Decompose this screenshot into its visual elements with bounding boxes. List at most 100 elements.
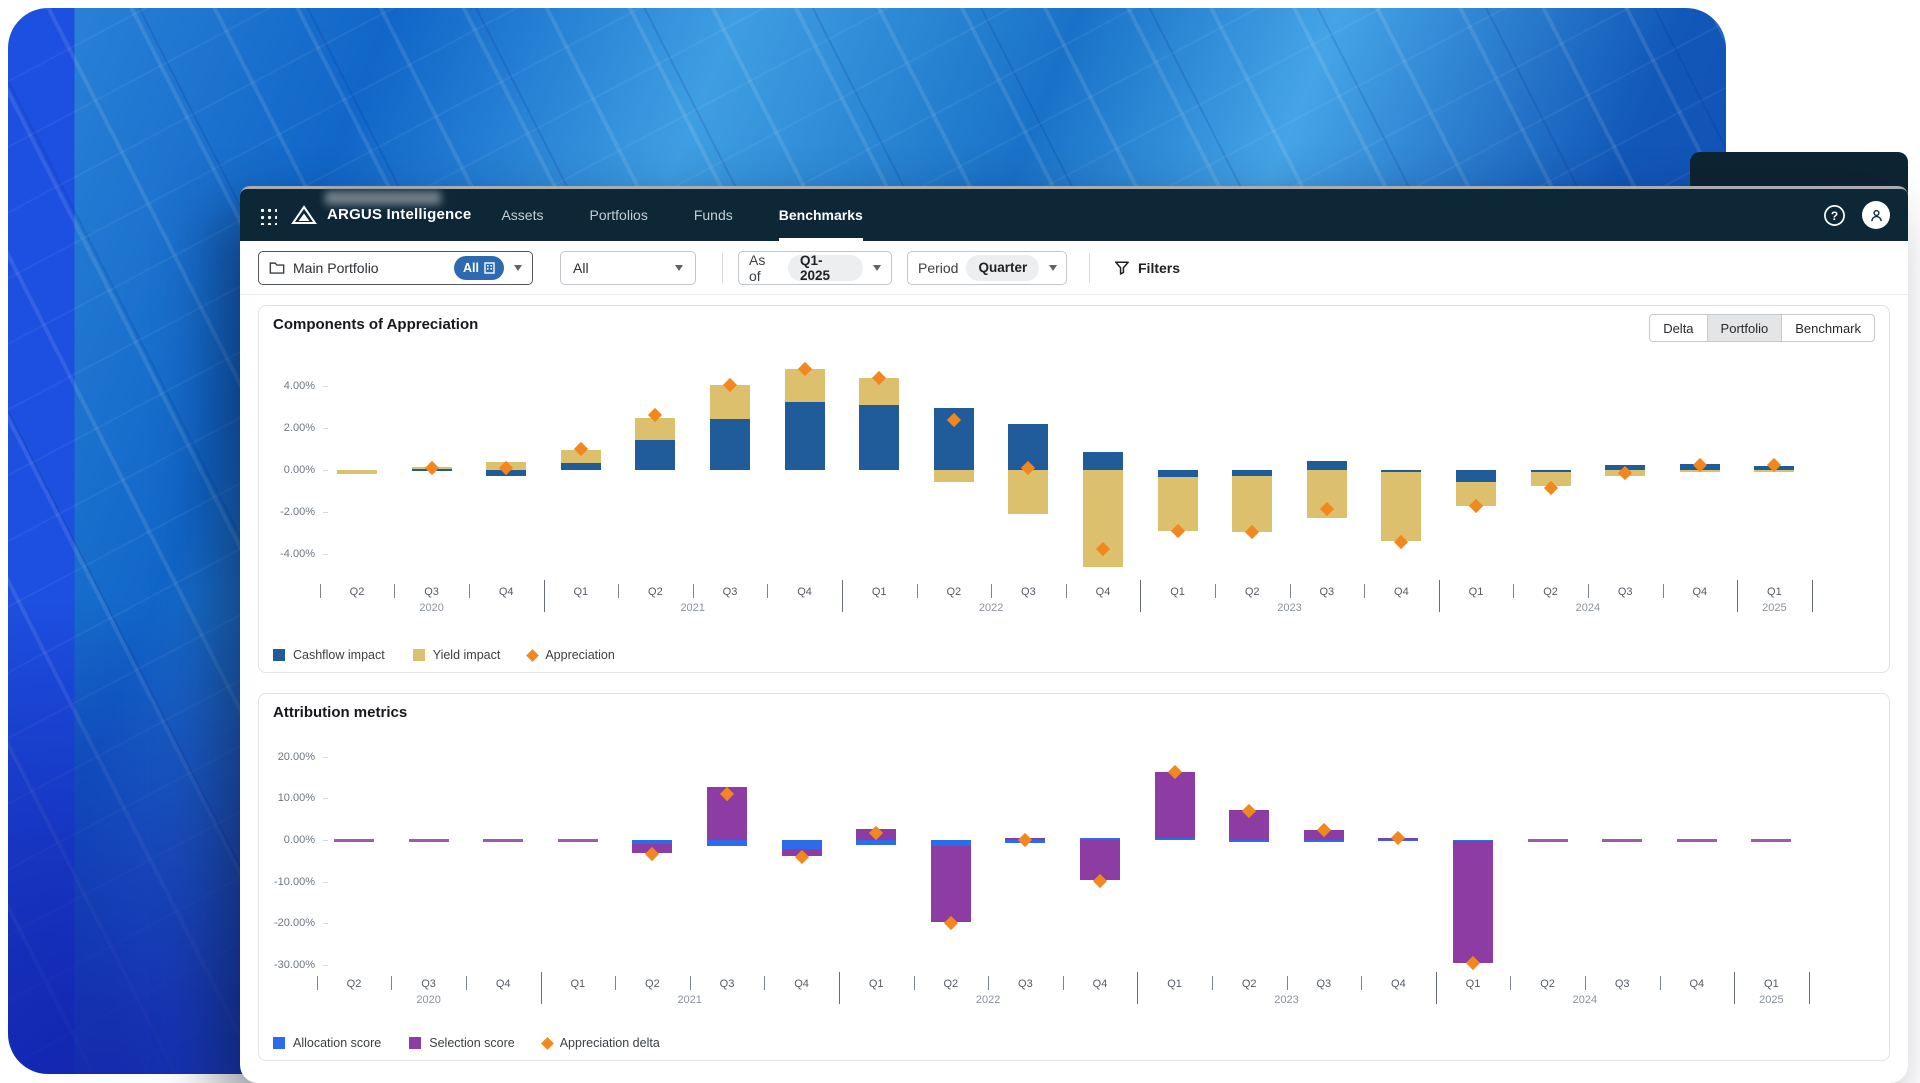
x-axis-quarter-label: Q2 (349, 586, 365, 598)
y-axis-label: -30.00% (274, 959, 315, 972)
x-axis-quarter-label: Q1 (1167, 978, 1182, 990)
axis-tick (1211, 976, 1213, 990)
axis-tick (1062, 976, 1064, 990)
bar-segment (710, 418, 750, 470)
axis-tick (1510, 976, 1512, 990)
x-axis-quarter-label: Q2 (1244, 586, 1260, 598)
axis-tick (1364, 584, 1366, 598)
y-axis-label: -2.00% (280, 506, 315, 518)
axis-tick (316, 976, 318, 990)
axis-tick (394, 584, 396, 598)
year-separator-tick (841, 580, 843, 612)
bar-segment (1453, 841, 1493, 963)
bar-segment (1381, 470, 1422, 473)
view-toggle: Delta Portfolio Benchmark (1649, 314, 1875, 342)
appreciation-marker (1391, 831, 1406, 846)
axis-tick (1662, 584, 1664, 598)
axis-tick (1513, 584, 1515, 598)
toggle-portfolio[interactable]: Portfolio (1706, 314, 1783, 342)
year-separator-tick (1808, 972, 1810, 1004)
x-axis-quarter-label: Q2 (1241, 978, 1257, 990)
tab-assets[interactable]: Assets (501, 207, 544, 223)
period-label: Period (918, 259, 959, 276)
y-axis-label: 0.00% (283, 464, 315, 476)
chevron-down-icon (675, 264, 683, 271)
bar-segment (856, 840, 897, 846)
y-axis-label: 10.00% (277, 792, 315, 805)
legend-label: Selection score (429, 1036, 515, 1050)
tab-benchmarks[interactable]: Benchmarks (778, 189, 863, 241)
legend-item: Yield impact (412, 648, 500, 662)
axis-tick (1289, 584, 1291, 598)
toggle-benchmark[interactable]: Benchmark (1781, 314, 1875, 342)
period-value: Quarter (966, 254, 1040, 281)
gridline (323, 386, 1873, 387)
legend-item: Selection score (409, 1036, 515, 1050)
square-swatch (273, 649, 285, 661)
help-icon[interactable]: ? (1823, 204, 1846, 227)
x-axis-year-label: 2020 (416, 994, 441, 1006)
redacted-text-blur (325, 191, 441, 205)
tab-portfolios[interactable]: Portfolios (589, 207, 648, 223)
appreciation-marker (424, 460, 439, 475)
bar-zero-line (1676, 839, 1717, 842)
brand: ARGUS Intelligence (325, 191, 472, 224)
chart-legend: Allocation score Selection score Appreciat… (273, 1036, 660, 1050)
y-axis-label: -20.00% (274, 917, 315, 930)
legend-label: Allocation score (293, 1036, 382, 1050)
navbar-right: ? (1823, 201, 1890, 229)
x-axis-year-label: 2025 (1759, 994, 1784, 1006)
attribution-metrics-card: Attribution metrics 20.00% 10.00% 0.00% -10… (258, 693, 1890, 1061)
bar-segment (635, 417, 676, 440)
filters-button[interactable]: Filters (1114, 260, 1180, 276)
x-axis-quarter-label: Q4 (495, 978, 511, 990)
axis-tick (1214, 584, 1216, 598)
x-axis-quarter-label: Q2 (943, 978, 959, 990)
legend-item: Appreciation (526, 648, 615, 662)
bar-segment (930, 846, 971, 923)
bar-segment (859, 404, 900, 470)
x-axis-quarter-label: Q1 (1465, 978, 1481, 990)
building-icon (484, 261, 495, 274)
bar-segment (1080, 840, 1120, 881)
x-axis-quarter-label: Q3 (1614, 978, 1630, 990)
axis-tick (1065, 584, 1067, 598)
bar-segment (635, 439, 676, 470)
legend-item: Allocation score (273, 1036, 381, 1050)
legend-label: Appreciation delta (559, 1036, 660, 1050)
axis-tick (916, 584, 918, 598)
axis-tick (615, 976, 617, 990)
avatar[interactable] (1862, 201, 1890, 229)
as-of-selector[interactable]: As of Q1-2025 (738, 250, 892, 285)
app-window: ARGUS Intelligence Assets Portfolios Funds… (240, 186, 1908, 1083)
bar-segment (930, 840, 971, 847)
x-axis-quarter-label: Q4 (498, 586, 514, 598)
bar-zero-line (1527, 839, 1568, 842)
chevron-down-icon (1049, 264, 1058, 271)
x-axis-quarter-label: Q3 (1319, 586, 1335, 598)
bar-segment (560, 450, 601, 463)
appreciation-marker (1018, 833, 1033, 848)
filter-bar: Main Portfolio All All As of Q1-2025 Per… (240, 241, 1908, 295)
tab-funds[interactable]: Funds (693, 207, 733, 223)
axis-tick (391, 976, 393, 990)
as-of-value: Q1-2025 (787, 253, 863, 283)
y-axis-label: 0.00% (283, 834, 315, 846)
axis-tick (319, 584, 321, 598)
year-separator-tick (1435, 972, 1437, 1004)
x-axis-year-label: 2020 (419, 602, 444, 614)
square-swatch (412, 649, 425, 661)
year-separator-tick (1137, 972, 1139, 1004)
x-axis-quarter-label: Q1 (1468, 586, 1484, 598)
brand-name: ARGUS Intelligence (327, 206, 472, 223)
svg-text:?: ? (1831, 208, 1838, 222)
x-axis-quarter-label: Q2 (346, 978, 362, 990)
portfolio-selector[interactable]: Main Portfolio All (258, 250, 533, 285)
funnel-icon (1114, 260, 1130, 276)
bar-segment (1232, 470, 1273, 477)
period-selector[interactable]: Period Quarter (907, 250, 1067, 285)
x-axis-year-label: 2023 (1277, 602, 1302, 614)
x-axis-quarter-label: Q3 (421, 978, 436, 990)
app-launcher-grid-icon[interactable] (258, 205, 277, 225)
entity-selector[interactable]: All (560, 250, 696, 285)
